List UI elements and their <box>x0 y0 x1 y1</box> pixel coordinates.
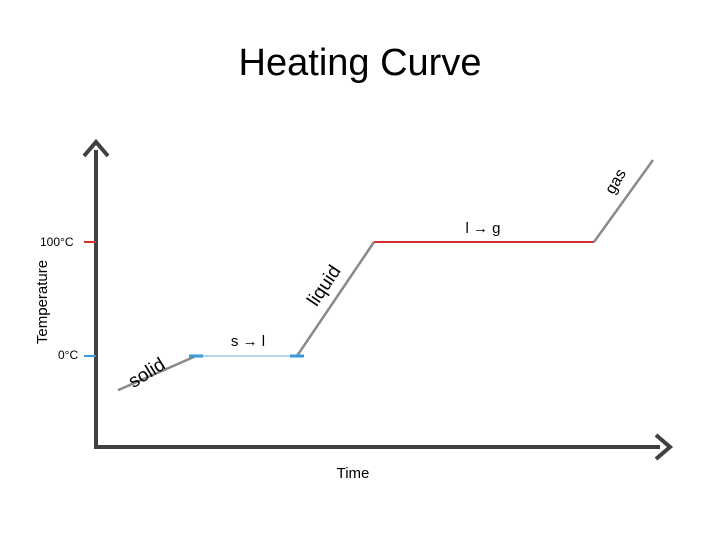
axes <box>82 138 674 461</box>
plateau-label-melting: s → l <box>231 333 265 350</box>
y-tick-label-100: 100°C <box>40 235 74 249</box>
gas-segment <box>592 159 655 243</box>
chart-title: Heating Curve <box>238 42 482 84</box>
segment-label-gas: gas <box>602 166 630 197</box>
segment-label-liquid: liquid <box>303 262 345 311</box>
x-axis-arrowhead <box>654 433 674 461</box>
x-axis-label: Time <box>337 465 370 482</box>
liquid-segment <box>295 241 376 357</box>
segment-label-solid: solid <box>125 354 169 393</box>
y-axis-arrowhead <box>82 138 110 158</box>
plateau-label-boiling: l → g <box>465 220 500 237</box>
y-axis-label: Temperature <box>34 260 51 344</box>
solid-segment <box>117 354 197 392</box>
curve <box>117 159 655 392</box>
y-tick-label-0: 0°C <box>58 348 78 362</box>
